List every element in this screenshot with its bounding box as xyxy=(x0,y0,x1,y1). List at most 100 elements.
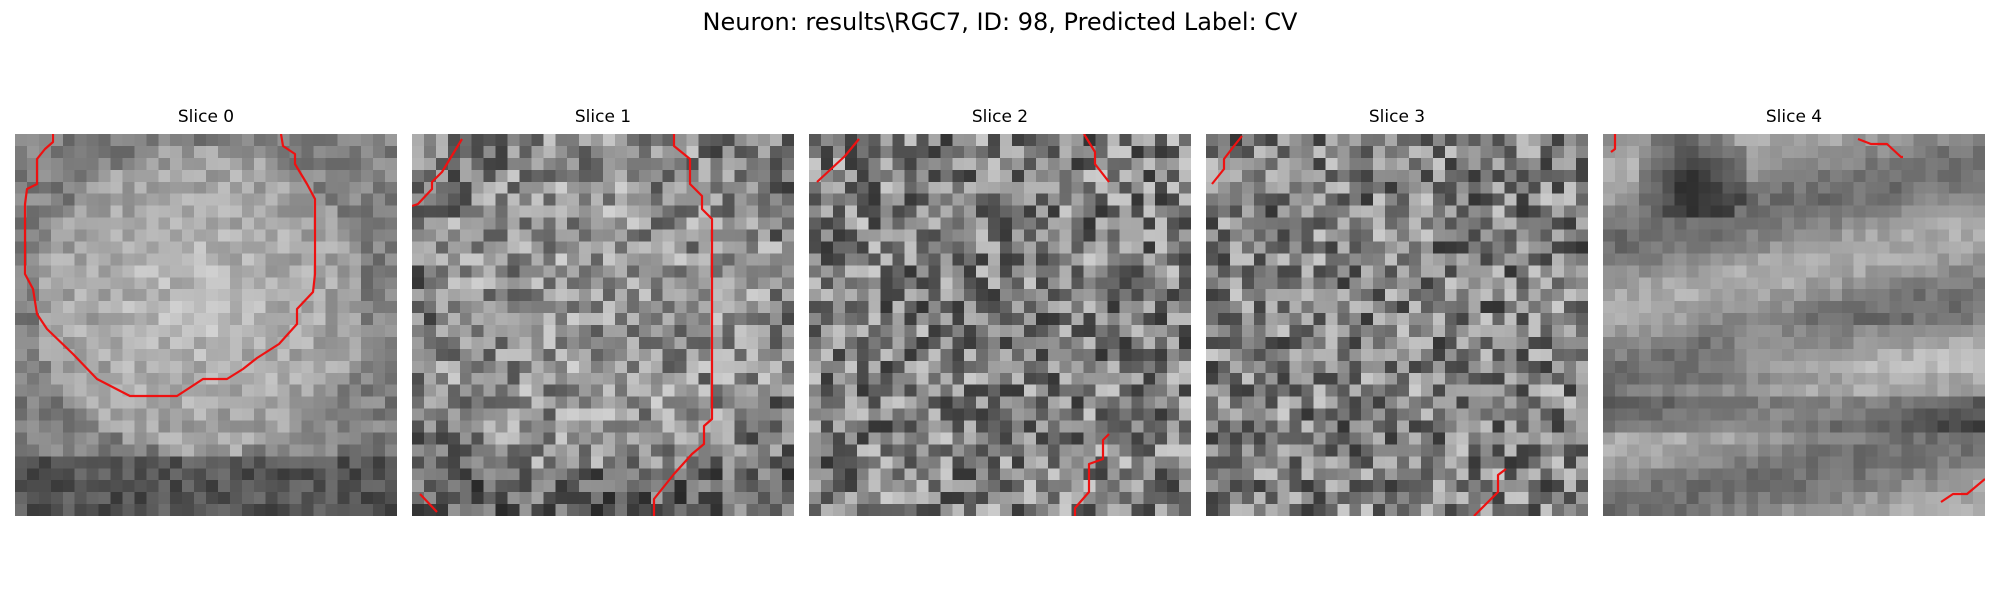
pixel xyxy=(1325,193,1338,207)
pixel xyxy=(313,420,326,434)
pixel xyxy=(385,241,397,254)
pixel xyxy=(1865,277,1879,290)
pixel xyxy=(698,408,712,422)
pixel xyxy=(62,193,76,207)
pixel xyxy=(555,229,568,243)
pixel xyxy=(229,169,243,183)
pixel xyxy=(650,372,664,386)
pixel xyxy=(1265,229,1279,243)
pixel xyxy=(1576,205,1588,219)
pixel xyxy=(1011,384,1025,398)
pixel xyxy=(15,372,28,386)
pixel xyxy=(976,444,989,457)
pixel xyxy=(1277,432,1291,445)
pixel xyxy=(809,325,822,338)
pixel xyxy=(1913,372,1926,386)
pixel xyxy=(1564,181,1577,195)
pixel xyxy=(1277,504,1291,516)
pixel xyxy=(988,313,1001,326)
pixel xyxy=(1746,289,1759,302)
pixel xyxy=(325,277,338,290)
pixel xyxy=(1973,145,1985,159)
pixel xyxy=(229,480,243,493)
pixel xyxy=(1131,253,1144,266)
pixel xyxy=(1444,468,1458,481)
pixel xyxy=(423,372,437,386)
pixel xyxy=(1540,145,1553,159)
pixel xyxy=(373,325,386,338)
pixel xyxy=(1889,408,1903,422)
pixel xyxy=(1408,134,1422,147)
pixel xyxy=(1059,325,1073,338)
pixel xyxy=(38,301,52,314)
pixel xyxy=(1662,420,1676,434)
pixel xyxy=(1408,241,1422,254)
pixel xyxy=(734,325,747,338)
pixel xyxy=(770,492,783,505)
pixel xyxy=(301,504,315,516)
pixel xyxy=(495,468,509,481)
pixel xyxy=(74,325,88,338)
pixel xyxy=(988,384,1001,398)
pixel xyxy=(543,265,556,278)
pixel xyxy=(868,336,882,350)
pixel xyxy=(1301,360,1315,374)
pixel xyxy=(1071,253,1085,266)
pixel xyxy=(1662,265,1676,278)
pixel xyxy=(650,468,664,481)
pixel xyxy=(1143,408,1156,422)
pixel xyxy=(495,492,509,505)
pixel xyxy=(38,384,52,398)
pixel xyxy=(1829,313,1843,326)
pixel xyxy=(591,420,604,434)
pixel xyxy=(206,504,219,516)
pixel xyxy=(1817,336,1831,350)
pixel xyxy=(1961,360,1974,374)
pixel xyxy=(555,396,568,410)
pixel xyxy=(952,432,965,445)
pixel xyxy=(471,313,485,326)
pixel xyxy=(337,456,350,469)
pixel xyxy=(1167,157,1180,171)
pixel xyxy=(832,456,846,469)
pixel xyxy=(349,408,362,422)
pixel xyxy=(86,265,100,278)
pixel xyxy=(638,157,652,171)
pixel xyxy=(385,301,397,314)
pixel xyxy=(1456,396,1470,410)
pixel xyxy=(385,205,397,219)
pixel xyxy=(1614,289,1628,302)
pixel xyxy=(1877,229,1891,243)
pixel xyxy=(674,480,688,493)
pixel xyxy=(1576,301,1588,314)
pixel xyxy=(373,157,386,171)
pixel xyxy=(1564,265,1577,278)
contour-line xyxy=(412,138,463,208)
pixel xyxy=(964,145,977,159)
pixel xyxy=(1552,265,1565,278)
pixel xyxy=(770,193,783,207)
pixel xyxy=(229,277,243,290)
pixel xyxy=(1480,265,1494,278)
pixel xyxy=(277,348,291,362)
pixel xyxy=(614,134,628,147)
pixel xyxy=(686,396,700,410)
pixel xyxy=(253,253,267,266)
pixel xyxy=(146,241,159,254)
pixel xyxy=(1626,408,1640,422)
pixel xyxy=(86,480,100,493)
pixel xyxy=(50,360,64,374)
pixel xyxy=(1337,456,1350,469)
pixel xyxy=(1746,408,1759,422)
pixel xyxy=(952,504,965,516)
pixel xyxy=(313,408,326,422)
pixel xyxy=(1937,253,1950,266)
pixel xyxy=(447,384,461,398)
pixel xyxy=(26,456,40,469)
pixel xyxy=(1722,253,1735,266)
pixel xyxy=(1432,253,1446,266)
pixel xyxy=(567,456,580,469)
pixel xyxy=(1626,432,1640,445)
pixel xyxy=(940,157,953,171)
pixel xyxy=(1937,336,1950,350)
